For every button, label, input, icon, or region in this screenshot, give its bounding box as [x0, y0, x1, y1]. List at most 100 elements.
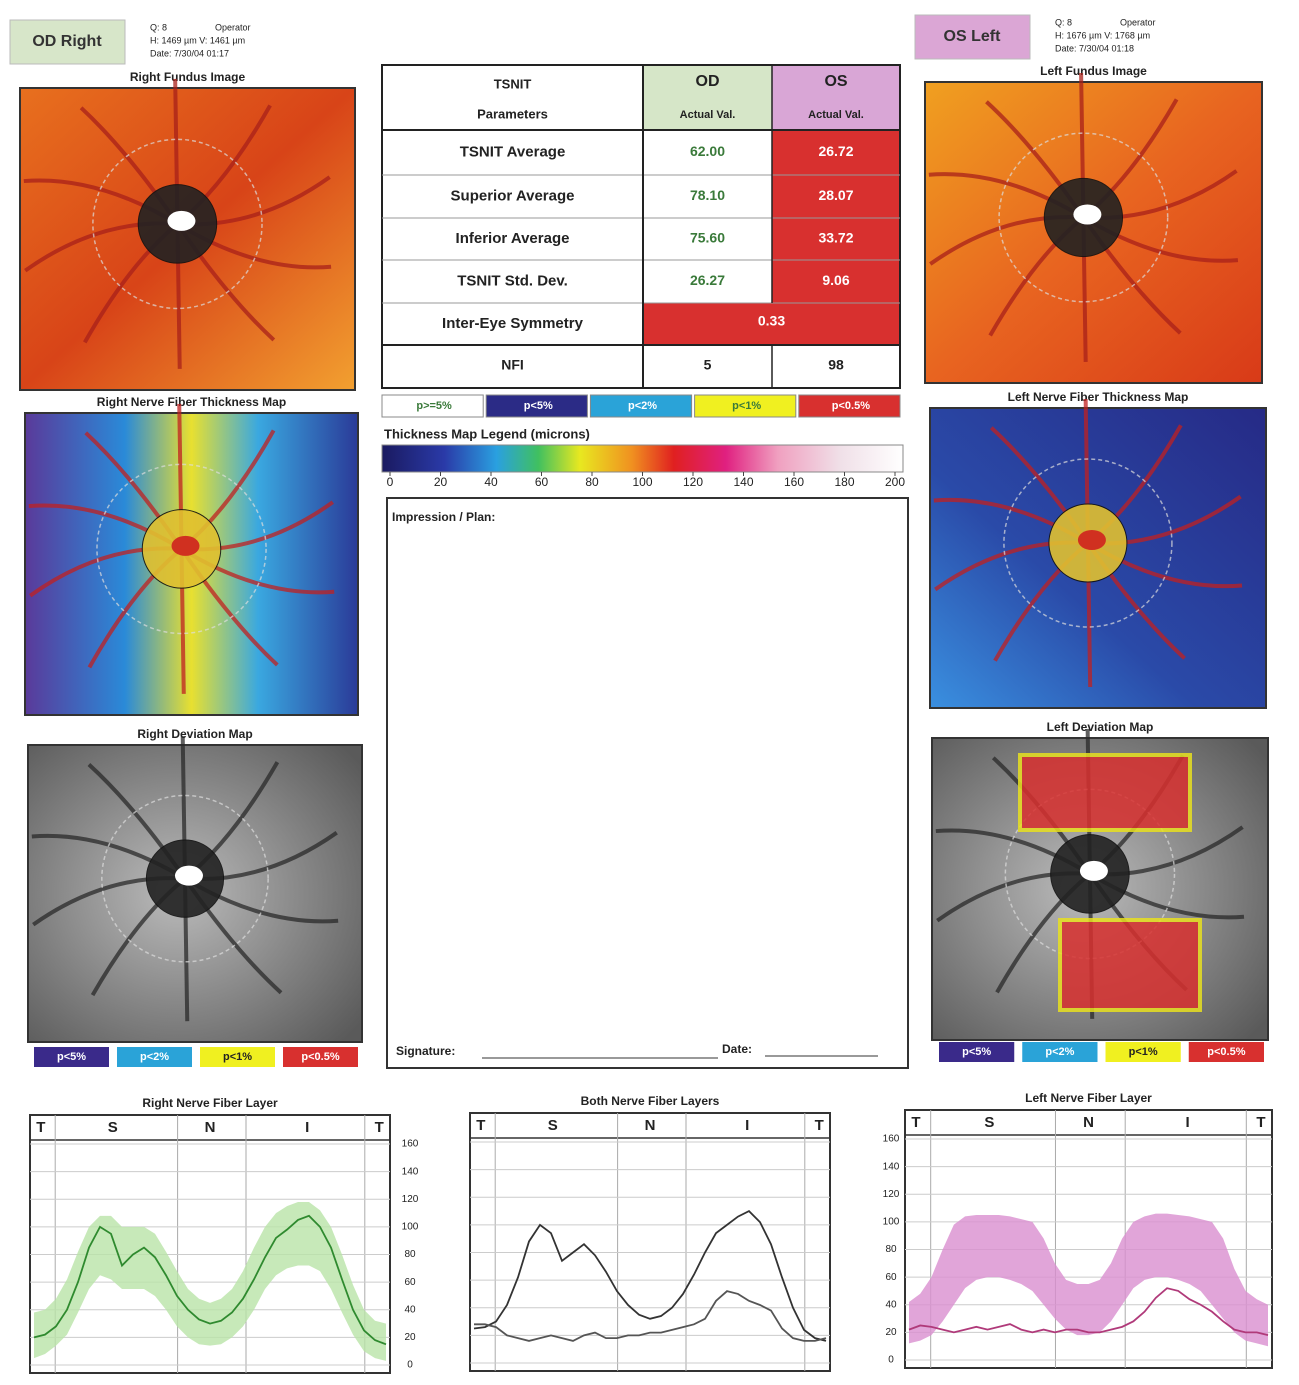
section-label: I	[1186, 1114, 1190, 1131]
p-label: p<5%	[524, 400, 553, 412]
legend-label: p<5%	[962, 1046, 991, 1058]
table-subheader: Actual Val.	[680, 109, 736, 121]
y-tick-label: 0	[407, 1360, 413, 1371]
y-tick-label: 60	[885, 1272, 897, 1283]
optic-cup	[1078, 530, 1106, 550]
parameter-name: NFI	[501, 357, 524, 373]
scan-quality: Q: 8	[150, 22, 167, 32]
section-label: N	[645, 1117, 656, 1134]
scale-tick-label: 200	[885, 475, 905, 489]
scale-tick-label: 120	[683, 475, 703, 489]
impression-box	[387, 498, 908, 1068]
legend-label: p<1%	[1129, 1046, 1158, 1058]
scan-size: H: 1469 µm V: 1461 µm	[150, 35, 245, 45]
section-label: T	[815, 1117, 824, 1134]
scale-tick-label: 100	[632, 475, 652, 489]
os-value: 9.06	[822, 272, 849, 288]
symmetry-value: 0.33	[758, 313, 785, 329]
section-label: T	[375, 1119, 384, 1136]
image-title: Left Deviation Map	[1047, 720, 1154, 734]
legend-label: p<0.5%	[301, 1051, 339, 1063]
image-title: Left Fundus Image	[1040, 64, 1147, 78]
scan-date: Date: 7/30/04 01:18	[1055, 43, 1134, 53]
y-tick-label: 40	[885, 1299, 897, 1310]
section-label: T	[476, 1117, 485, 1134]
image-title: Right Deviation Map	[137, 727, 252, 741]
section-label: N	[1083, 1114, 1094, 1131]
chart-title: Left Nerve Fiber Layer	[1025, 1091, 1152, 1105]
section-label: N	[205, 1119, 216, 1136]
y-tick-label: 20	[404, 1332, 416, 1343]
y-tick-label: 120	[402, 1194, 419, 1205]
legend-title: Thickness Map Legend (microns)	[384, 426, 590, 441]
scan-quality: Q: 8	[1055, 17, 1072, 27]
p-label: p<0.5%	[832, 400, 870, 412]
impression-title: Impression / Plan:	[392, 510, 495, 524]
scale-tick-label: 160	[784, 475, 804, 489]
section-label: S	[984, 1114, 994, 1131]
page: { "right_header": {"eye": "OD Right", "q…	[0, 0, 1299, 1385]
scale-tick-label: 80	[585, 475, 599, 489]
table-header: Parameters	[477, 106, 548, 121]
section-label: S	[548, 1117, 558, 1134]
section-label: I	[305, 1119, 309, 1136]
y-tick-label: 160	[402, 1139, 419, 1150]
section-label: T	[36, 1119, 45, 1136]
table-header: OD	[696, 73, 720, 90]
scale-tick-label: 20	[434, 475, 448, 489]
deviation-overlay	[1060, 920, 1200, 1010]
parameter-name: Inferior Average	[456, 230, 570, 247]
scale-tick-label: 60	[535, 475, 549, 489]
od-value: 75.60	[690, 230, 725, 246]
p-label: p<1%	[732, 400, 761, 412]
parameter-name: Inter-Eye Symmetry	[442, 315, 584, 332]
legend-label: p<2%	[1045, 1046, 1074, 1058]
p-label: p<2%	[628, 400, 657, 412]
scale-tick-label: 0	[387, 475, 394, 489]
report: OD RightQ: 8OperatorH: 1469 µm V: 1461 µ…	[0, 0, 1299, 1385]
signature-label: Signature:	[396, 1044, 455, 1058]
image-title: Left Nerve Fiber Thickness Map	[1008, 390, 1189, 404]
y-tick-label: 120	[883, 1189, 900, 1200]
os-value: 33.72	[818, 230, 853, 246]
parameter-name: TSNIT Std. Dev.	[457, 272, 568, 289]
parameter-name: Superior Average	[451, 187, 575, 204]
date-label: Date:	[722, 1042, 752, 1056]
y-tick-label: 100	[402, 1222, 419, 1233]
y-tick-label: 100	[883, 1217, 900, 1228]
image-title: Right Fundus Image	[130, 70, 246, 84]
od-value: 26.27	[690, 272, 725, 288]
y-tick-label: 20	[885, 1327, 897, 1338]
table-header: OS	[824, 73, 847, 90]
p-label: p>=5%	[416, 400, 452, 412]
os-value: 26.72	[818, 143, 853, 159]
y-tick-label: 0	[888, 1355, 894, 1366]
y-tick-label: 140	[883, 1161, 900, 1172]
image-title: Right Nerve Fiber Thickness Map	[97, 395, 286, 409]
optic-cup	[172, 536, 200, 556]
optic-cup	[1073, 204, 1101, 224]
y-tick-label: 60	[404, 1277, 416, 1288]
chart-title: Right Nerve Fiber Layer	[142, 1096, 278, 1110]
chart-title: Both Nerve Fiber Layers	[581, 1094, 720, 1108]
od-value: 78.10	[690, 187, 725, 203]
section-label: T	[911, 1114, 920, 1131]
y-tick-label: 80	[404, 1249, 416, 1260]
table-subheader: Actual Val.	[808, 109, 864, 121]
legend-label: p<2%	[140, 1051, 169, 1063]
scale-tick-label: 40	[484, 475, 498, 489]
table-header: TSNIT	[494, 76, 532, 91]
operator: Operator	[1120, 17, 1156, 27]
y-tick-label: 80	[885, 1244, 897, 1255]
scan-date: Date: 7/30/04 01:17	[150, 48, 229, 58]
section-label: I	[745, 1117, 749, 1134]
y-tick-label: 40	[404, 1304, 416, 1315]
y-tick-label: 140	[402, 1166, 419, 1177]
legend-label: p<5%	[57, 1051, 86, 1063]
legend-label: p<0.5%	[1207, 1046, 1245, 1058]
color-scale	[382, 445, 903, 472]
section-label: S	[108, 1119, 118, 1136]
scan-size: H: 1676 µm V: 1768 µm	[1055, 30, 1150, 40]
operator: Operator	[215, 22, 251, 32]
parameter-name: TSNIT Average	[460, 143, 566, 160]
